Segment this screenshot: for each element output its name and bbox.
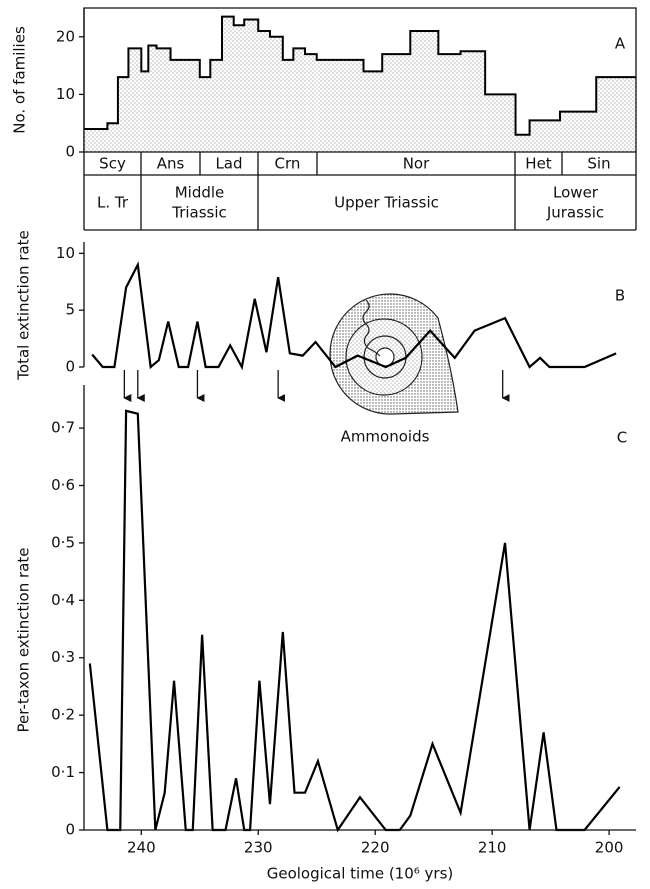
bar	[107, 123, 118, 152]
bar	[222, 16, 234, 152]
y-axis-label: Total extinction rate	[15, 230, 33, 380]
bar	[460, 51, 486, 153]
x-tick-label: 220	[361, 839, 390, 857]
y-tick-label: 0	[65, 821, 75, 839]
data-line	[88, 409, 621, 833]
bar	[199, 77, 211, 152]
bar	[233, 25, 245, 153]
y-tick-label: 10	[56, 244, 75, 262]
bar	[559, 111, 597, 152]
stage-label: Nor	[403, 155, 430, 173]
stage-label: Crn	[275, 155, 301, 173]
bar	[117, 77, 129, 152]
period-label: Upper Triassic	[334, 194, 439, 212]
chart-title: Ammonoids	[341, 428, 430, 446]
bar	[410, 31, 439, 152]
x-axis-label: Geological time (10⁶ yrs)	[267, 865, 454, 883]
panel-frame	[83, 7, 637, 230]
bar	[293, 48, 306, 152]
period-label: Lower	[553, 184, 599, 202]
stage-label: Lad	[215, 155, 242, 173]
stage-label: Het	[525, 155, 552, 173]
x-tick-label: 230	[244, 839, 273, 857]
bar	[596, 77, 636, 152]
bar	[438, 54, 461, 152]
bar	[269, 36, 283, 152]
bar	[529, 120, 560, 152]
bar	[316, 59, 364, 153]
y-tick-label: 0·2	[51, 706, 75, 724]
y-tick-label: 0·7	[51, 419, 75, 437]
y-tick-label: 0·3	[51, 648, 75, 666]
stage-label: Ans	[157, 155, 185, 173]
bar	[141, 71, 149, 152]
y-axis-label: No. of families	[11, 26, 29, 134]
panel-label: B	[615, 287, 625, 305]
bar	[128, 48, 142, 152]
bar	[84, 128, 108, 152]
bar	[515, 134, 530, 152]
bar	[485, 94, 516, 152]
bar	[282, 59, 294, 153]
y-tick-label: 0·6	[51, 476, 75, 494]
x-tick-label: 240	[127, 839, 156, 857]
y-tick-label: 0	[65, 143, 75, 161]
bar	[363, 71, 383, 152]
y-tick-label: 0·1	[51, 763, 75, 781]
bar	[170, 59, 200, 153]
y-tick-label: 0	[65, 358, 75, 376]
bar	[258, 31, 270, 152]
bar	[244, 19, 259, 152]
period-label: Triassic	[171, 204, 227, 222]
period-label: L. Tr	[97, 194, 129, 212]
x-tick-label: 210	[478, 839, 507, 857]
step-outline	[84, 15, 636, 136]
y-tick-label: 10	[56, 85, 75, 103]
y-tick-label: 0·5	[51, 533, 75, 551]
bar	[156, 48, 171, 152]
x-tick-label: 200	[595, 839, 624, 857]
y-tick-label: 0·4	[51, 591, 75, 609]
period-label: Jurassic	[546, 204, 604, 222]
bar	[210, 59, 222, 153]
period-label: Middle	[175, 184, 225, 202]
y-tick-label: 5	[65, 301, 75, 319]
panel-label: C	[617, 429, 627, 447]
data-line	[91, 261, 617, 371]
y-tick-label: 20	[56, 27, 75, 45]
y-axis-label: Per-taxon extinction rate	[15, 548, 33, 733]
ammonite-illustration	[329, 293, 459, 415]
bar	[305, 54, 317, 152]
stage-label: Scy	[99, 155, 126, 173]
bar	[148, 45, 157, 152]
stage-label: Sin	[587, 155, 610, 173]
panel-label: A	[615, 35, 626, 53]
bar	[382, 54, 411, 152]
